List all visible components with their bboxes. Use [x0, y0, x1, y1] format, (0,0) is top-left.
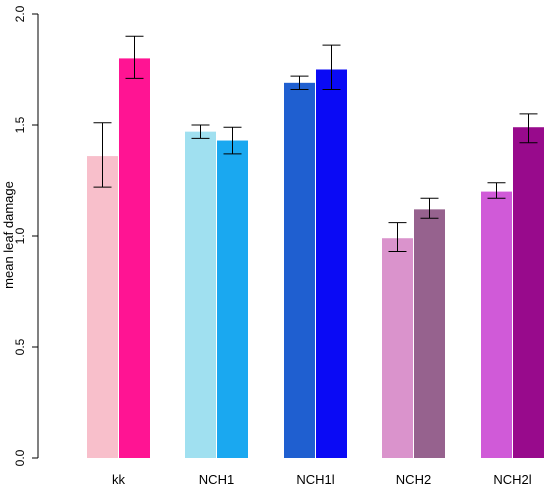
- y-tick-label: 0.0: [13, 449, 27, 466]
- bar: [185, 131, 216, 458]
- x-tick-label: NCH1: [199, 472, 234, 487]
- y-axis-label: mean leaf damage: [1, 181, 16, 289]
- bar: [87, 156, 118, 458]
- y-tick-label: 2.0: [13, 5, 27, 22]
- y-tick-label: 1.0: [13, 227, 27, 244]
- bar: [481, 191, 512, 458]
- error-bar: [322, 44, 341, 90]
- error-bar: [388, 222, 407, 253]
- bar: [382, 238, 413, 458]
- error-bar: [125, 35, 144, 79]
- x-tick-label: NCH1l: [296, 472, 334, 487]
- error-bars-group: [93, 35, 538, 253]
- error-bar: [420, 197, 439, 219]
- bar: [414, 209, 445, 458]
- y-axis: 0.0 0.5 1.0 1.5 2.0: [13, 5, 39, 466]
- x-axis-labels: kk NCH1 NCH1l NCH2 NCH2l: [112, 472, 532, 487]
- bar: [119, 58, 150, 459]
- bars-group: [87, 58, 544, 459]
- bar: [284, 82, 315, 458]
- bar: [316, 69, 347, 458]
- y-tick-label: 0.5: [13, 338, 27, 355]
- error-bar: [290, 75, 309, 90]
- error-bar: [223, 126, 242, 155]
- y-tick-label: 1.5: [13, 116, 27, 133]
- x-tick-label: kk: [112, 472, 126, 487]
- error-bar: [487, 182, 506, 199]
- error-bar: [519, 113, 538, 144]
- x-tick-label: NCH2: [396, 472, 431, 487]
- error-bar: [191, 124, 210, 139]
- x-tick-label: NCH2l: [493, 472, 531, 487]
- error-bar: [93, 122, 112, 188]
- bar: [217, 140, 248, 459]
- bar: [513, 127, 544, 458]
